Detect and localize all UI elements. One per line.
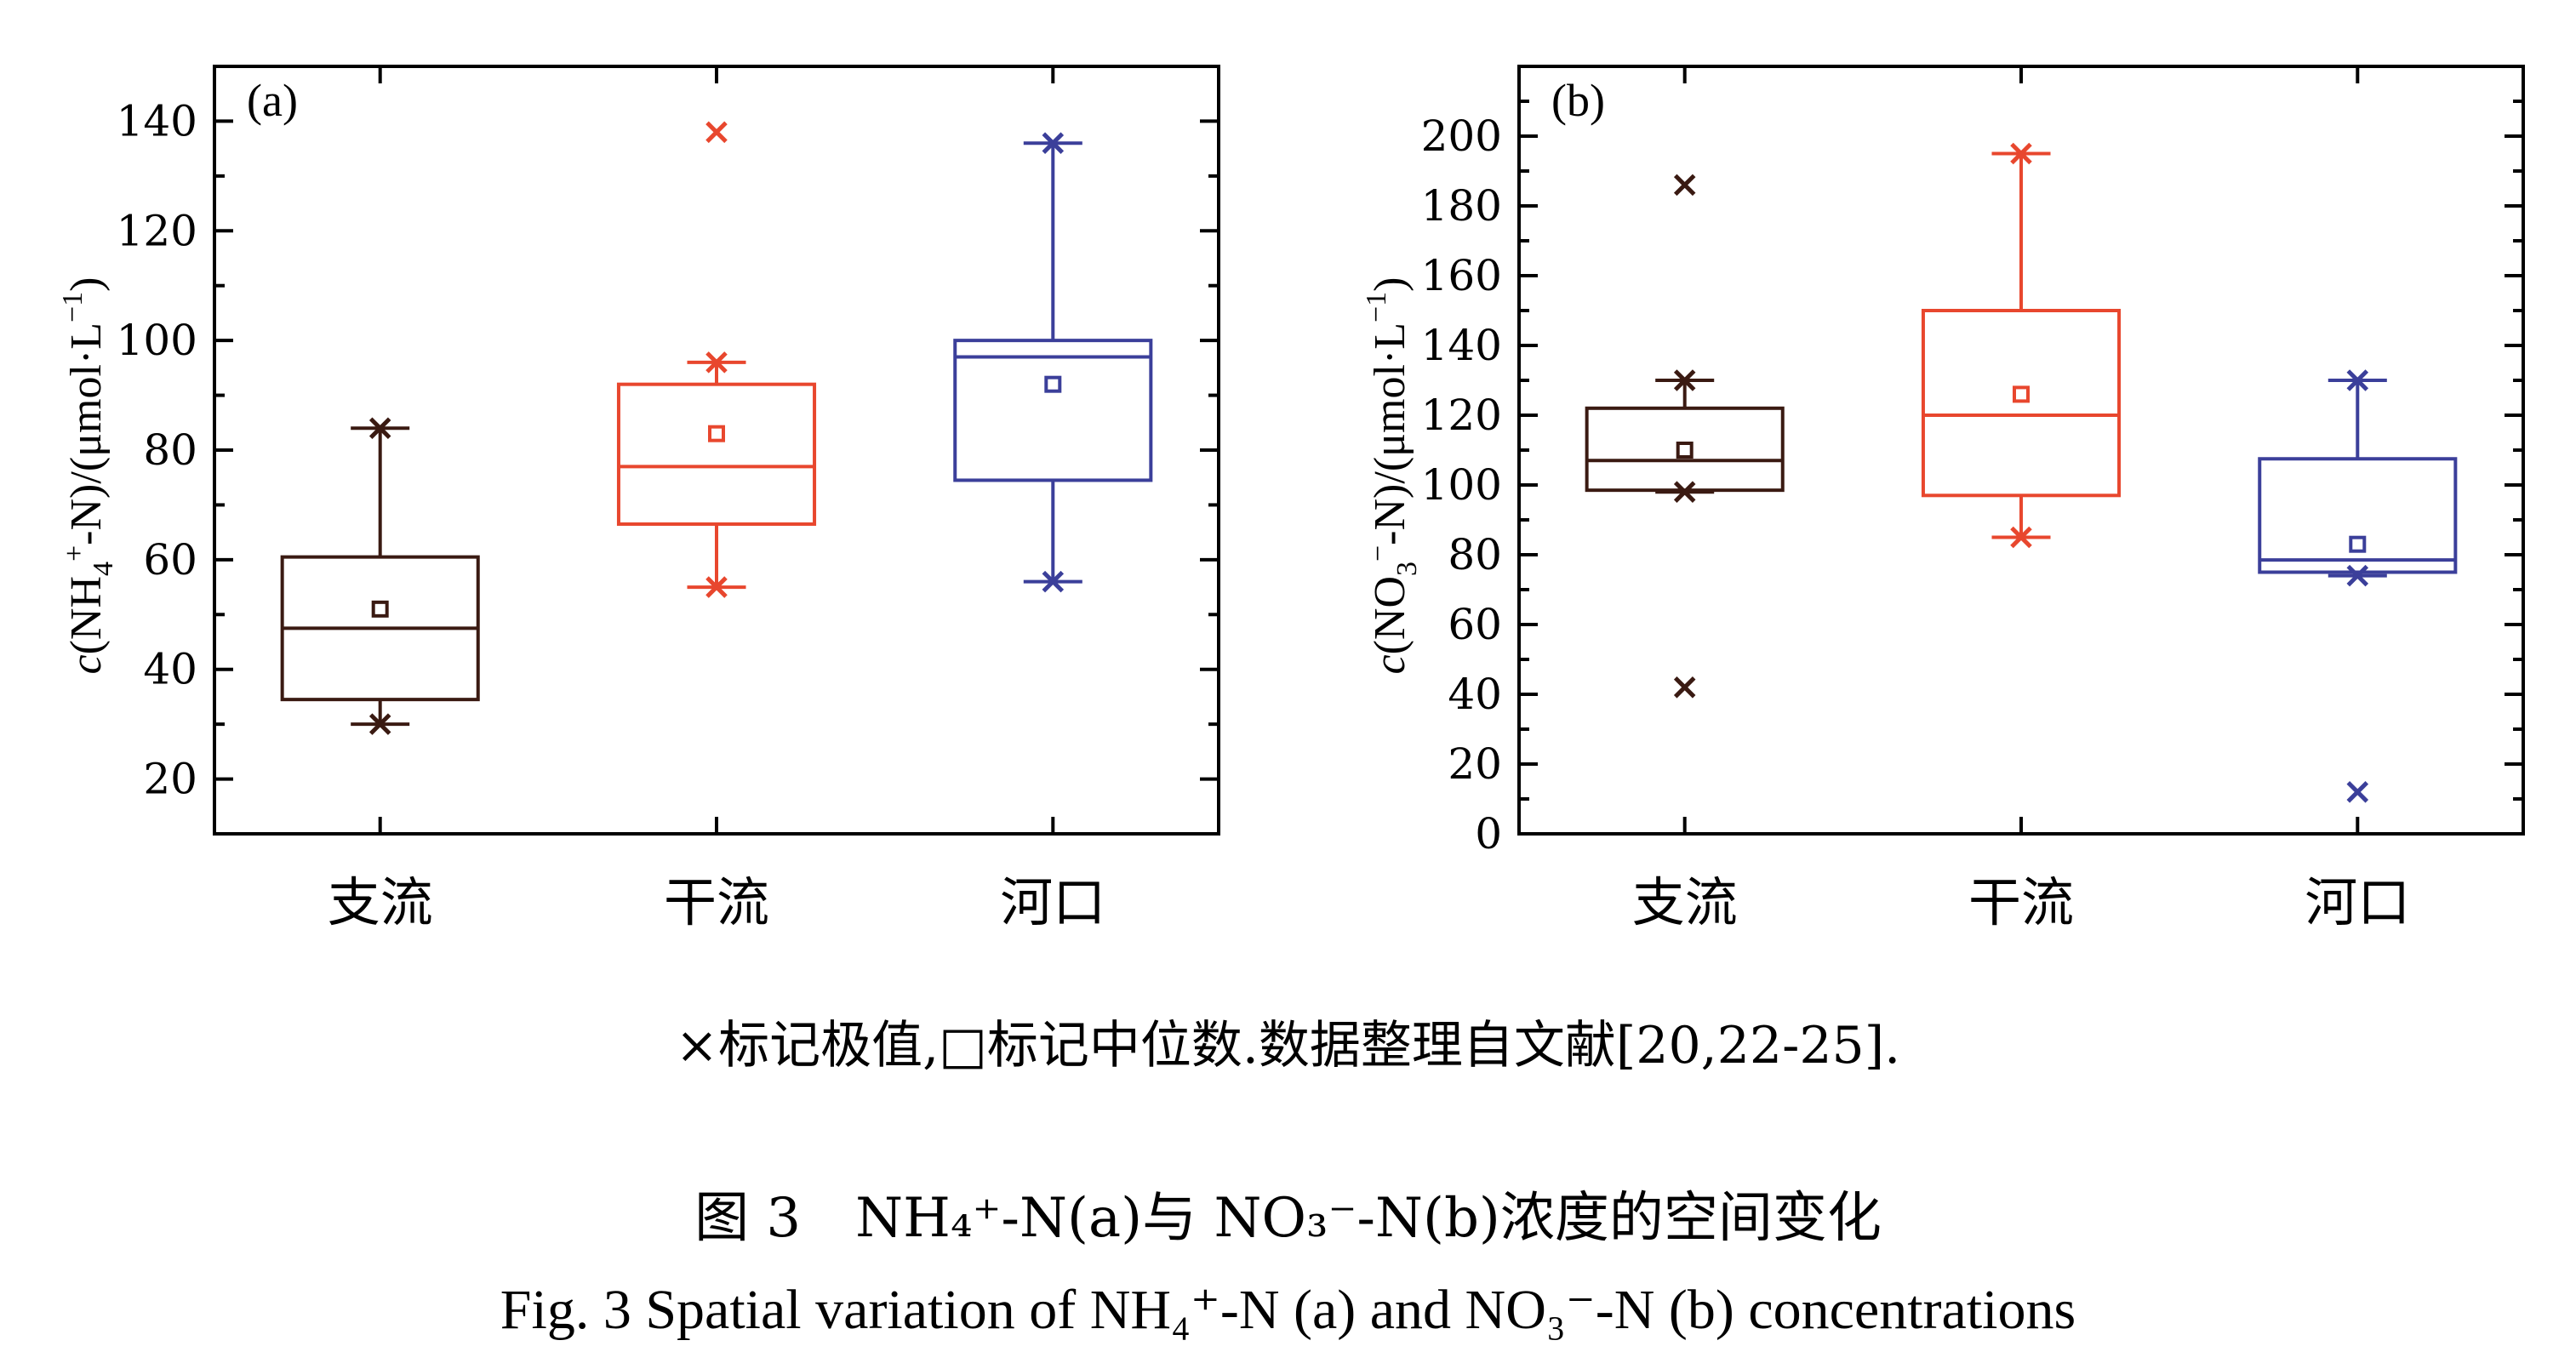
box-iqr [616,382,817,526]
y-tick-label: 40 [1448,670,1502,719]
mean-marker [1676,442,1694,459]
y-tick-label: 120 [1421,391,1502,440]
y-tick-label: 80 [143,425,197,475]
x-category-label: 干流 [1968,871,2074,933]
y-tick-label: 20 [143,755,197,804]
y-tick-label: 80 [1448,530,1502,579]
y-tick-label: 120 [117,206,197,255]
extreme-marker [2346,564,2369,587]
x-category-label: 支流 [1632,871,1738,933]
y-tick-label: 200 [1421,111,1502,161]
mean-marker [1044,375,1062,393]
extreme-marker [705,576,728,598]
panel-label: (a) [247,75,298,126]
extreme-marker [705,351,728,374]
extreme-marker [1042,570,1065,593]
y-tick-label: 100 [1421,460,1502,510]
mean-marker [708,425,725,442]
y-tick-label: 180 [1421,181,1502,231]
outlier-marker [705,121,728,144]
y-axis-label: c(NO3−-N)/(μmol·L−1) [1361,277,1423,674]
x-category-label: 河口 [2305,871,2410,933]
extreme-marker [1042,132,1065,154]
box-iqr [953,339,1153,482]
box-iqr [2258,457,2458,574]
caption-english: Fig. 3 Spatial variation of NH₄⁺-N (a) a… [500,1279,2076,1341]
y-tick-label: 140 [117,96,197,145]
mean-marker [2013,385,2030,403]
mean-marker [2349,535,2367,553]
outlier-marker [1673,174,1696,197]
extreme-marker [2346,369,2369,391]
y-tick-label: 160 [1421,251,1502,300]
y-tick-label: 100 [117,316,197,365]
extreme-marker [2010,142,2032,165]
y-tick-label: 20 [1448,739,1502,789]
extreme-marker [1673,481,1696,503]
extreme-marker [2010,526,2032,549]
extreme-marker [1673,369,1696,391]
y-tick-label: 40 [143,645,197,694]
y-tick-label: 60 [1448,600,1502,649]
x-category-label: 支流 [328,871,433,933]
y-tick-label: 0 [1475,809,1502,858]
figure-note: ×标记极值,□标记中位数.数据整理自文献[20,22-25]. [675,1016,1901,1075]
y-axis-label: c(NH4+-N)/(μmol·L−1) [57,277,119,674]
mean-marker [371,600,389,618]
outlier-marker [2346,781,2369,803]
x-category-label: 河口 [1000,871,1105,933]
x-category-label: 干流 [664,871,769,933]
caption-chinese: 图 3 NH₄⁺-N(a)与 NO₃⁻-N(b)浓度的空间变化 [694,1187,1882,1250]
box-iqr [1921,309,2122,498]
panel-label: (b) [1551,75,1605,126]
outlier-marker [1673,676,1696,699]
box-iqr [1585,406,1785,493]
extreme-marker [368,713,391,735]
extreme-marker [368,417,391,439]
y-tick-label: 60 [143,535,197,585]
y-tick-label: 140 [1421,321,1502,370]
